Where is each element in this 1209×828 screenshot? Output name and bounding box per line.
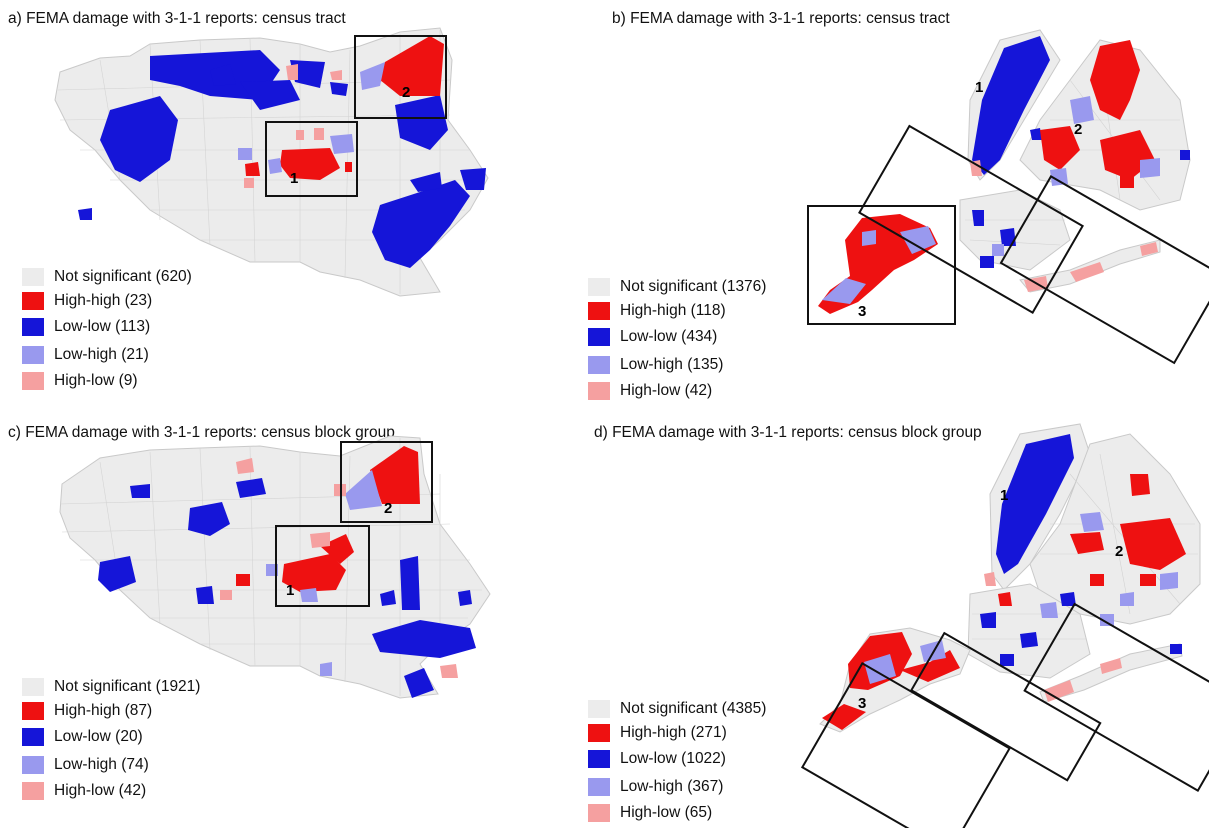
box-label-2: 2 <box>1115 543 1123 560</box>
brooklyn-area <box>967 583 1091 679</box>
callout-box-1 <box>265 121 358 197</box>
box-label-1: 1 <box>1000 487 1008 504</box>
callout-box-2 <box>999 174 1209 365</box>
box-label-2: 2 <box>1074 121 1082 138</box>
legend-label: High-low (42) <box>620 382 713 399</box>
swatch-not-significant <box>22 678 44 696</box>
callout-box-1 <box>909 631 1102 782</box>
legend-label: Low-high (367) <box>620 778 724 795</box>
legend-label: High-high (271) <box>620 724 727 741</box>
legend-label: Low-low (113) <box>54 318 151 335</box>
swatch-low-high <box>22 756 44 774</box>
legend-label: Not significant (1376) <box>620 278 767 295</box>
legend-label: Low-low (1022) <box>620 750 726 767</box>
swatch-high-low <box>588 804 610 822</box>
swatch-low-high <box>588 356 610 374</box>
panel-a-map: 1 2 <box>54 27 489 297</box>
swatch-high-high <box>588 724 610 742</box>
bronx-queens-area <box>1029 433 1201 625</box>
legend-label: Not significant (620) <box>54 268 192 285</box>
legend-label: High-low (9) <box>54 372 138 389</box>
swatch-high-low <box>22 372 44 390</box>
box-label-2: 2 <box>402 84 410 101</box>
legend-label: Low-low (434) <box>620 328 718 345</box>
swatch-not-significant <box>588 700 610 718</box>
callout-box-2 <box>354 35 447 119</box>
box-label-2: 2 <box>384 500 392 517</box>
box-label-3: 3 <box>858 695 866 712</box>
swatch-not-significant <box>588 278 610 296</box>
box-label-1: 1 <box>286 582 294 599</box>
swatch-not-significant <box>22 268 44 286</box>
box-label-1: 1 <box>290 170 298 187</box>
legend-label: High-high (87) <box>54 702 153 719</box>
swatch-low-low <box>22 728 44 746</box>
swatch-low-high <box>22 346 44 364</box>
box-label-1: 1 <box>975 79 983 96</box>
swatch-high-high <box>22 702 44 720</box>
panel-b-title: b) FEMA damage with 3-1-1 reports: censu… <box>612 10 950 27</box>
callout-box-2 <box>1023 602 1209 792</box>
panel-a: a) FEMA damage with 3-1-1 reports: censu… <box>0 0 600 414</box>
legend-label: Low-low (20) <box>54 728 143 745</box>
panel-a-title: a) FEMA damage with 3-1-1 reports: censu… <box>8 10 346 27</box>
panel-d-title: d) FEMA damage with 3-1-1 reports: censu… <box>594 424 982 441</box>
panel-b: b) FEMA damage with 3-1-1 reports: censu… <box>588 0 1209 414</box>
panel-c: c) FEMA damage with 3-1-1 reports: censu… <box>0 414 600 828</box>
legend-label: Not significant (1921) <box>54 678 201 695</box>
legend-label: Low-high (21) <box>54 346 149 363</box>
panel-d: d) FEMA damage with 3-1-1 reports: censu… <box>588 414 1209 828</box>
brooklyn-area <box>959 189 1071 271</box>
swatch-low-low <box>22 318 44 336</box>
panel-b-map: 3 1 2 <box>807 29 1209 365</box>
legend-label: High-high (118) <box>620 302 726 319</box>
callout-box-1 <box>858 124 1084 314</box>
legend-label: Low-high (135) <box>620 356 724 373</box>
callout-box-1 <box>275 525 370 607</box>
legend-label: High-low (65) <box>620 804 713 821</box>
callout-box-2 <box>340 441 433 523</box>
box-label-3: 3 <box>858 303 866 320</box>
swatch-high-low <box>588 382 610 400</box>
swatch-high-high <box>588 302 610 320</box>
swatch-high-low <box>22 782 44 800</box>
callout-box-3 <box>800 662 1011 828</box>
legend-label: High-low (42) <box>54 782 147 799</box>
swatch-low-low <box>588 750 610 768</box>
panel-c-title: c) FEMA damage with 3-1-1 reports: censu… <box>8 424 395 441</box>
legend-label: Low-high (74) <box>54 756 149 773</box>
legend-label: Not significant (4385) <box>620 700 767 717</box>
swatch-low-high <box>588 778 610 796</box>
legend-label: High-high (23) <box>54 292 153 309</box>
panel-c-map: 1 2 <box>59 435 491 699</box>
swatch-high-high <box>22 292 44 310</box>
panel-d-map: 1 2 3 <box>800 423 1209 828</box>
swatch-low-low <box>588 328 610 346</box>
